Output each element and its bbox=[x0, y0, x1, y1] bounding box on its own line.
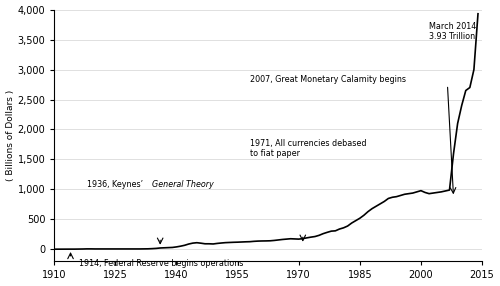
Text: 1971, All currencies debased
to fiat paper: 1971, All currencies debased to fiat pap… bbox=[250, 139, 366, 158]
Text: General Theory: General Theory bbox=[152, 180, 214, 189]
Text: 1936, Keynes’: 1936, Keynes’ bbox=[87, 180, 146, 189]
Text: 1914, Federal Reserve begins operations: 1914, Federal Reserve begins operations bbox=[78, 259, 243, 268]
Y-axis label: ( Billions of Dollars ): ( Billions of Dollars ) bbox=[6, 90, 15, 181]
Text: March 2014
3.93 Trillion: March 2014 3.93 Trillion bbox=[429, 22, 476, 41]
Text: 2007, Great Monetary Calamity begins: 2007, Great Monetary Calamity begins bbox=[250, 75, 406, 84]
